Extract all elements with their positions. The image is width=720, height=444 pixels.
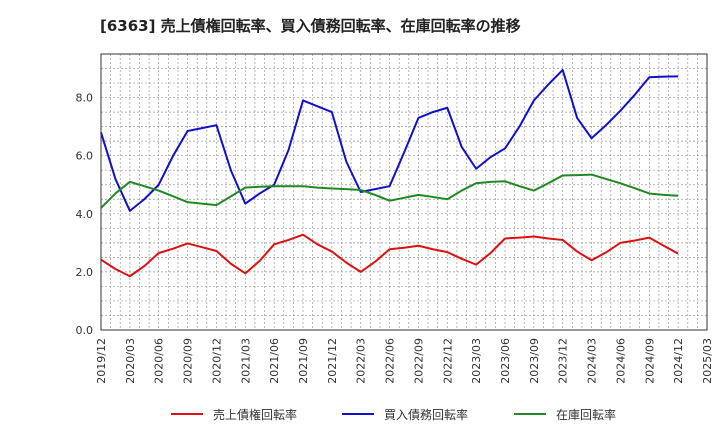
y-tick-label: 6.0 (76, 150, 94, 163)
x-tick-label: 2020/09 (182, 338, 195, 384)
series-line-1 (100, 233, 679, 278)
x-tick-label: 2025/03 (701, 338, 714, 384)
x-tick-label: 2020/12 (210, 338, 223, 384)
y-tick-label: 8.0 (76, 92, 94, 105)
legend-label: 在庫回転率 (556, 407, 616, 422)
chart-title: [6363] 売上債権回転率、買入債務回転率、在庫回転率の推移 (100, 17, 521, 35)
x-tick-label: 2024/09 (643, 338, 656, 384)
series-line-2 (100, 68, 679, 212)
x-tick-label: 2020/06 (153, 338, 166, 384)
x-tick-label: 2022/12 (441, 338, 454, 384)
plot-frame (100, 53, 708, 331)
x-tick-label: 2024/12 (672, 338, 685, 384)
y-tick-label: 4.0 (76, 208, 94, 221)
grid-layer (101, 54, 707, 330)
y-tick-label: 0.0 (76, 324, 94, 337)
x-tick-label: 2022/06 (384, 338, 397, 384)
x-tick-label: 2021/06 (268, 338, 281, 384)
x-tick-label: 2023/12 (557, 338, 570, 384)
legend-label: 売上債権回転率 (213, 407, 297, 422)
x-tick-label: 2021/09 (297, 338, 310, 384)
x-tick-label: 2022/09 (412, 338, 425, 384)
x-tick-label: 2022/03 (355, 338, 368, 384)
legend-label: 買入債務回転率 (384, 407, 468, 422)
x-tick-label: 2020/03 (124, 338, 137, 384)
x-tick-label: 2023/03 (470, 338, 483, 384)
series-line-3 (100, 173, 679, 209)
series-layer (100, 68, 679, 278)
axis-layer: 0.0 2.0 4.0 6.0 8.0 2019/12 2020/03 2020/06 2020… (76, 92, 715, 384)
x-tick-label: 2021/03 (239, 338, 252, 384)
legend: 売上債権回転率 買入債務回転率 在庫回転率 (171, 407, 616, 422)
x-tick-label: 2024/03 (586, 338, 599, 384)
x-tick-label: 2019/12 (95, 338, 108, 384)
x-tick-label: 2021/12 (326, 338, 339, 384)
x-tick-label: 2023/09 (528, 338, 541, 384)
x-tick-label: 2024/06 (614, 338, 627, 384)
x-tick-label: 2023/06 (499, 338, 512, 384)
y-tick-label: 2.0 (76, 266, 94, 279)
